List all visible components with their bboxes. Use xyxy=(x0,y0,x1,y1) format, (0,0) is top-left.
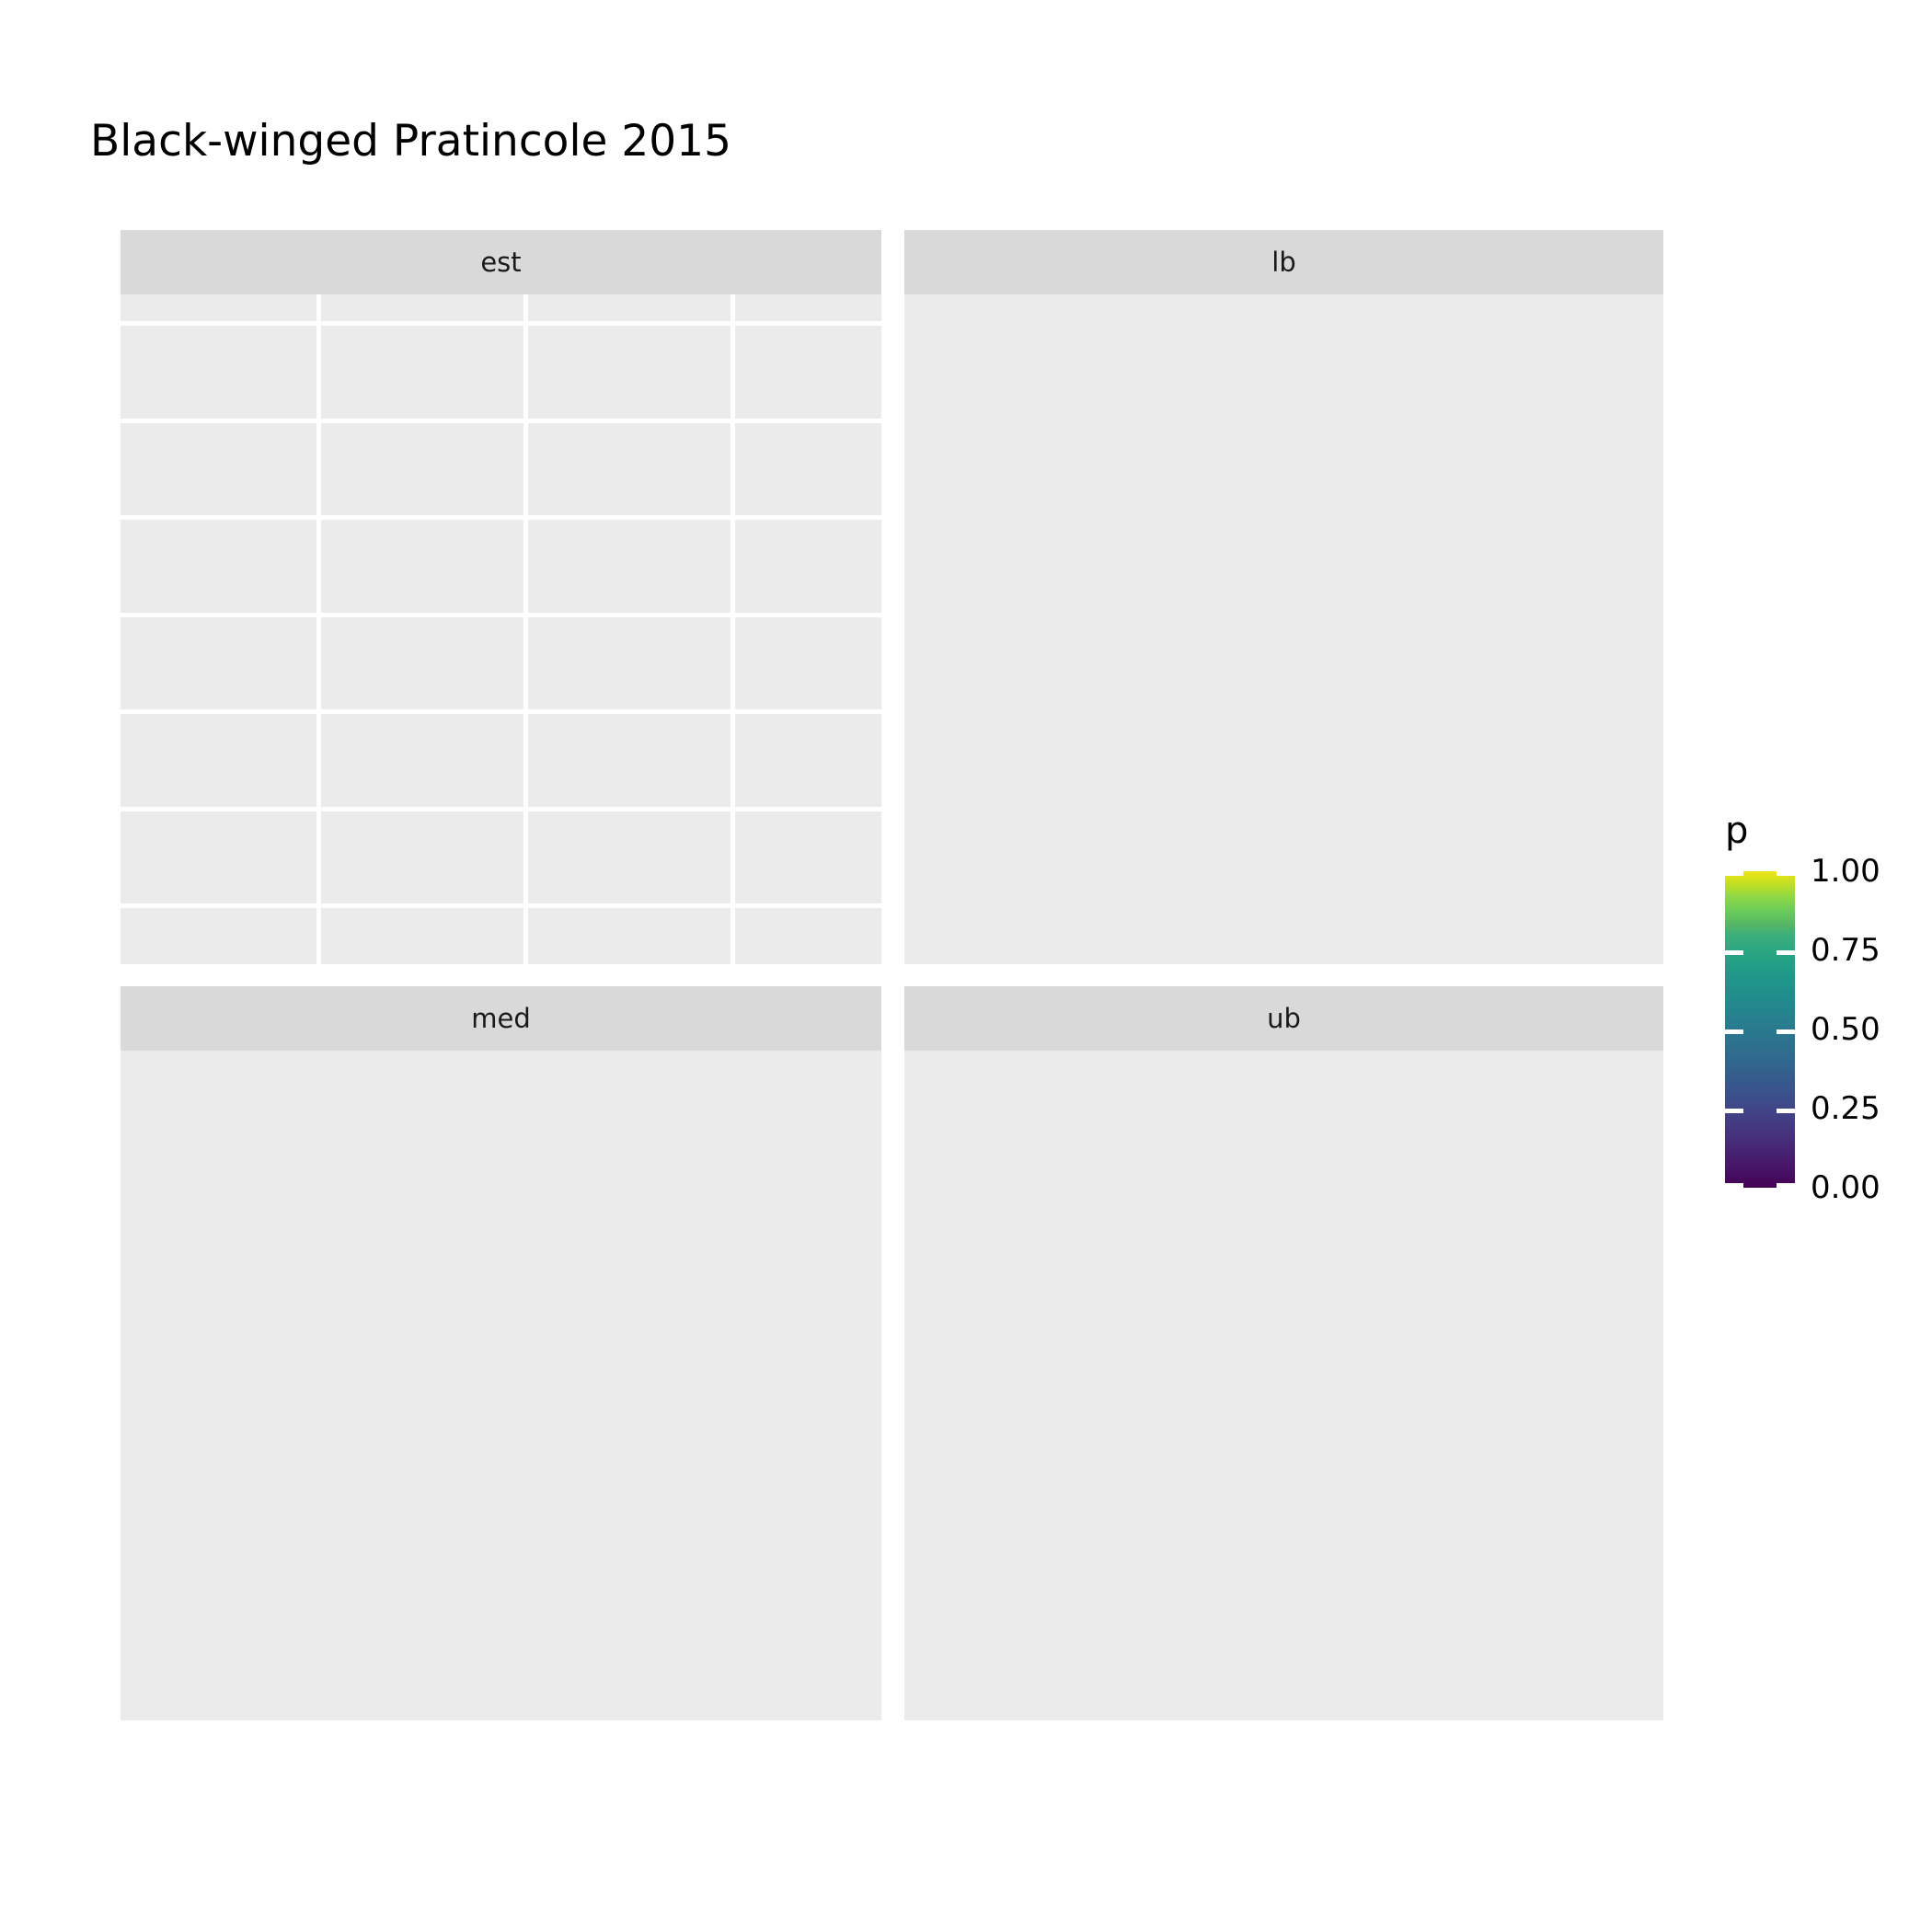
map-raster-est xyxy=(121,294,881,964)
legend: p 1.00 0.75 0.50 0.25 0.00 xyxy=(1719,810,1921,1206)
facet-label-lb: lb xyxy=(1271,247,1296,278)
panel-est xyxy=(121,294,881,964)
legend-label-0-50: 0.50 xyxy=(1811,1011,1880,1048)
legend-title: p xyxy=(1725,810,1749,852)
legend-tick-000-left xyxy=(1725,1183,1743,1188)
facet-label-est: est xyxy=(480,247,522,278)
legend-tick-000-right xyxy=(1777,1183,1795,1188)
facet-strip-lb: lb xyxy=(904,230,1663,294)
legend-label-0-25: 0.25 xyxy=(1811,1090,1880,1127)
facet-strip-ub: ub xyxy=(904,986,1663,1051)
facet-strip-est: est xyxy=(121,230,881,294)
facet-label-ub: ub xyxy=(1267,1003,1301,1034)
legend-tick-050-left xyxy=(1725,1029,1743,1034)
legend-tick-025-left xyxy=(1725,1109,1743,1113)
facet-label-med: med xyxy=(471,1003,531,1034)
page-title: Black-winged Pratincole 2015 xyxy=(90,116,731,167)
legend-tick-025-right xyxy=(1777,1109,1795,1113)
legend-tick-050-right xyxy=(1777,1029,1795,1034)
panel-ub xyxy=(904,1051,1663,1720)
legend-tick-100-left xyxy=(1725,871,1743,876)
facet-strip-med: med xyxy=(121,986,881,1051)
panel-med xyxy=(121,1051,881,1720)
legend-tick-075-right xyxy=(1777,950,1795,955)
legend-label-0-00: 0.00 xyxy=(1811,1169,1880,1206)
legend-label-1-00: 1.00 xyxy=(1811,853,1880,890)
legend-label-0-75: 0.75 xyxy=(1811,932,1880,969)
panel-lb xyxy=(904,294,1663,964)
legend-tick-100-right xyxy=(1777,871,1795,876)
legend-tick-075-left xyxy=(1725,950,1743,955)
